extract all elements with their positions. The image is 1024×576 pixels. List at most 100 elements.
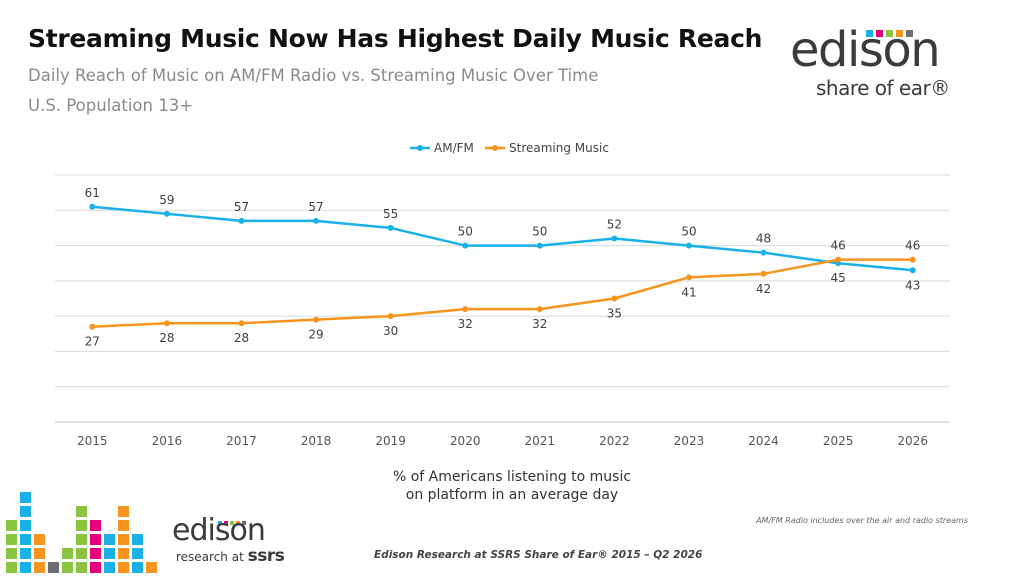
mosaic-block bbox=[20, 562, 31, 573]
mosaic-block bbox=[104, 562, 115, 573]
data-label: 57 bbox=[234, 200, 249, 214]
data-label: 50 bbox=[681, 225, 696, 239]
mosaic-block bbox=[90, 520, 101, 531]
axis-caption-line2: on platform in an average day bbox=[405, 487, 619, 503]
data-point bbox=[909, 267, 916, 274]
mosaic-block bbox=[104, 548, 115, 559]
data-point bbox=[89, 203, 96, 210]
x-tick-label: 2022 bbox=[599, 434, 630, 448]
data-point bbox=[89, 323, 96, 330]
data-label: 52 bbox=[607, 218, 622, 232]
data-label: 28 bbox=[234, 331, 249, 345]
x-tick-label: 2021 bbox=[525, 434, 556, 448]
data-label: 30 bbox=[383, 324, 398, 338]
data-label: 46 bbox=[905, 239, 920, 253]
data-label: 50 bbox=[532, 225, 547, 239]
mosaic-block bbox=[118, 562, 129, 573]
data-point bbox=[760, 270, 767, 277]
x-tick-label: 2016 bbox=[152, 434, 183, 448]
mosaic-block bbox=[132, 562, 143, 573]
logo-color-dots-small bbox=[218, 510, 248, 529]
data-label: 28 bbox=[159, 331, 174, 345]
data-label: 32 bbox=[532, 317, 547, 331]
mosaic-block bbox=[132, 534, 143, 545]
data-point bbox=[313, 217, 320, 224]
mosaic-block bbox=[20, 548, 31, 559]
data-label: 42 bbox=[756, 282, 771, 296]
mosaic-block bbox=[6, 548, 17, 559]
legend-swatch-marker bbox=[492, 145, 498, 151]
mosaic-block bbox=[90, 534, 101, 545]
x-tick-label: 2017 bbox=[226, 434, 257, 448]
series-line bbox=[92, 205, 913, 272]
x-tick-label: 2018 bbox=[301, 434, 332, 448]
mosaic-block bbox=[76, 506, 87, 517]
x-tick-label: 2026 bbox=[897, 434, 928, 448]
edison-research-at-ssrs-logo: edison research at ssrs bbox=[172, 516, 292, 576]
mosaic-block bbox=[118, 520, 129, 531]
x-tick-label: 2019 bbox=[375, 434, 406, 448]
data-point bbox=[238, 217, 245, 224]
data-label: 35 bbox=[607, 307, 622, 321]
mosaic-block bbox=[146, 562, 157, 573]
mosaic-block bbox=[20, 520, 31, 531]
mosaic-block bbox=[62, 562, 73, 573]
mosaic-block bbox=[62, 548, 73, 559]
data-label: 45 bbox=[830, 271, 845, 285]
population-label: U.S. Population 13+ bbox=[28, 96, 194, 115]
x-tick-label: 2023 bbox=[674, 434, 705, 448]
bottom-logo-wordmark: edison bbox=[172, 513, 266, 548]
data-label: 27 bbox=[85, 335, 100, 349]
data-point bbox=[462, 242, 469, 249]
mosaic-block bbox=[6, 562, 17, 573]
axis-caption-line1: % of Americans listening to music bbox=[392, 469, 632, 485]
data-label: 55 bbox=[383, 207, 398, 221]
mosaic-block bbox=[118, 548, 129, 559]
data-point bbox=[685, 242, 692, 249]
data-label: 29 bbox=[308, 328, 323, 342]
chart-subtitle: Daily Reach of Music on AM/FM Radio vs. … bbox=[28, 66, 599, 85]
x-tick-label: 2020 bbox=[450, 434, 481, 448]
data-label: 61 bbox=[85, 186, 100, 200]
data-point bbox=[909, 256, 916, 263]
series-line bbox=[92, 258, 913, 328]
mosaic-block bbox=[90, 548, 101, 559]
x-tick-label: 2025 bbox=[823, 434, 854, 448]
data-label: 57 bbox=[308, 200, 323, 214]
data-point bbox=[238, 320, 245, 327]
logo-wordmark: edison bbox=[790, 22, 941, 78]
mosaic-block bbox=[104, 534, 115, 545]
data-point bbox=[536, 242, 543, 249]
mosaic-block bbox=[6, 520, 17, 531]
mosaic-block bbox=[118, 534, 129, 545]
legend-swatch-marker bbox=[417, 145, 423, 151]
mosaic-block bbox=[48, 562, 59, 573]
mosaic-block bbox=[6, 534, 17, 545]
mosaic-block bbox=[76, 534, 87, 545]
data-point bbox=[536, 306, 543, 313]
legend-label: AM/FM bbox=[434, 141, 474, 155]
bottom-logo-tagline-brand: ssrs bbox=[247, 546, 285, 566]
mosaic-block bbox=[34, 548, 45, 559]
data-point bbox=[685, 274, 692, 281]
data-label: 41 bbox=[681, 285, 696, 299]
logo-tagline: share of ear® bbox=[816, 76, 950, 100]
data-point bbox=[611, 235, 618, 242]
data-point bbox=[387, 313, 394, 320]
axis-caption: % of Americans listening to music on pla… bbox=[312, 468, 712, 504]
equalizer-mosaic-graphic bbox=[6, 488, 162, 576]
data-point bbox=[313, 316, 320, 323]
data-point bbox=[163, 320, 170, 327]
data-label: 48 bbox=[756, 232, 771, 246]
data-label: 43 bbox=[905, 278, 920, 292]
data-label: 32 bbox=[458, 317, 473, 331]
mosaic-block bbox=[90, 562, 101, 573]
x-tick-label: 2024 bbox=[748, 434, 779, 448]
data-label: 46 bbox=[830, 239, 845, 253]
data-point bbox=[760, 249, 767, 256]
data-label: 50 bbox=[458, 225, 473, 239]
mosaic-block bbox=[76, 562, 87, 573]
source-note: Edison Research at SSRS Share of Ear® 20… bbox=[374, 549, 703, 561]
data-point bbox=[387, 224, 394, 231]
mosaic-block bbox=[118, 506, 129, 517]
